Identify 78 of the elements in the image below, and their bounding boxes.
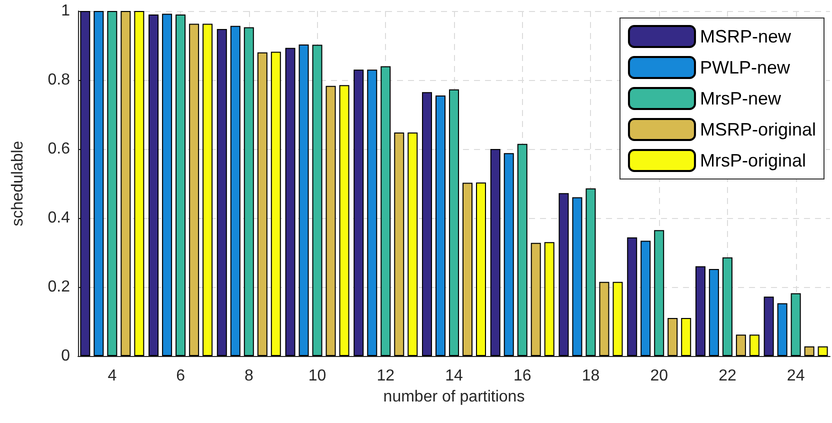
x-tick-label: 16 — [513, 368, 532, 384]
x-tick-label: 14 — [445, 368, 463, 384]
bar — [599, 282, 610, 356]
bar — [640, 240, 651, 356]
y-tick-label: 0.8 — [48, 72, 70, 88]
bar — [612, 282, 623, 356]
bar — [134, 11, 144, 356]
bar — [216, 28, 227, 356]
bar — [708, 269, 719, 356]
bar — [408, 132, 418, 356]
bar — [449, 89, 459, 356]
legend-label: MSRP-new — [700, 26, 792, 46]
bar — [189, 24, 200, 356]
y-tick-label: 0.2 — [48, 278, 70, 296]
bar — [354, 70, 364, 356]
bar — [436, 96, 446, 356]
bar — [654, 230, 664, 356]
bar — [270, 52, 281, 356]
x-tick-label: 12 — [376, 368, 395, 384]
bar — [572, 197, 582, 356]
bar — [722, 257, 732, 356]
bar — [257, 52, 268, 356]
bar — [681, 318, 692, 356]
x-tick-label: 22 — [718, 368, 736, 384]
legend-label: PWLP-new — [700, 58, 791, 78]
bar — [326, 86, 336, 356]
bar — [790, 293, 801, 356]
bar — [394, 132, 404, 356]
bar — [367, 70, 378, 356]
x-tick-label: 18 — [582, 368, 600, 384]
bar — [285, 48, 296, 356]
y-tick-label: 0.4 — [48, 210, 70, 226]
bar — [736, 334, 746, 356]
x-axis-title: number of partitions — [383, 388, 525, 406]
bar — [422, 92, 432, 356]
bar — [230, 26, 240, 356]
x-tick-label: 6 — [176, 368, 186, 384]
bar — [668, 318, 678, 356]
y-tick-label: 1 — [61, 2, 70, 20]
bar — [544, 242, 554, 356]
bar — [312, 44, 322, 356]
bar — [162, 14, 172, 356]
y-axis-title: schedulable — [10, 140, 26, 226]
bar — [517, 144, 528, 356]
bar — [380, 66, 391, 356]
bar — [558, 193, 569, 356]
bar — [339, 85, 350, 356]
bar — [107, 11, 118, 356]
bar — [586, 188, 596, 356]
bar — [504, 153, 514, 356]
bar — [530, 242, 541, 356]
legend-label: MrsP-original — [700, 150, 806, 170]
bar — [94, 11, 104, 356]
bar — [695, 266, 706, 356]
bar — [476, 182, 486, 356]
y-tick-label: 0 — [61, 348, 70, 364]
bar — [749, 334, 760, 356]
bar — [627, 237, 638, 356]
bar — [804, 346, 814, 356]
bar — [120, 11, 131, 356]
legend-label: MrsP-new — [700, 88, 782, 108]
bar — [244, 27, 254, 356]
legend-label: MSRP-original — [700, 120, 816, 140]
bar — [764, 296, 774, 356]
x-tick-label: 24 — [786, 368, 805, 384]
bar — [202, 24, 213, 356]
bar — [298, 44, 309, 356]
bar — [777, 303, 788, 356]
bar — [176, 14, 186, 356]
x-tick-label: 8 — [244, 368, 254, 384]
bar — [490, 149, 500, 356]
bar — [462, 182, 472, 356]
x-tick-label: 20 — [650, 368, 668, 384]
x-tick-label: 10 — [308, 368, 326, 384]
bar — [818, 346, 828, 356]
bar — [148, 14, 159, 356]
y-tick-label: 0.6 — [48, 140, 70, 158]
x-tick-label: 4 — [108, 368, 117, 384]
